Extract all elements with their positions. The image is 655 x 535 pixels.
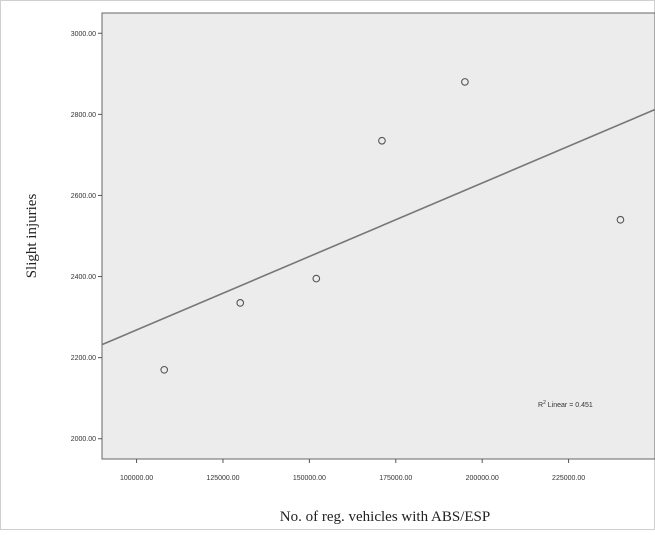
y-tick-label: 2800.00 (71, 112, 96, 119)
y-axis-title: Slight injuries (24, 194, 40, 279)
x-tick-label: 200000.00 (466, 475, 499, 482)
r-squared-annotation: R2 Linear = 0.451 (538, 400, 593, 409)
data-point-6 (616, 215, 625, 224)
r-squared-prefix: R (538, 402, 543, 409)
data-points-layer (160, 78, 625, 374)
x-tick-label: 225000.00 (552, 475, 585, 482)
x-axis-title: No. of reg. vehicles with ABS/ESP (280, 509, 490, 525)
y-tick-label: 2000.00 (71, 436, 96, 443)
fit-line-layer (101, 108, 655, 346)
x-tick-label: 125000.00 (206, 475, 239, 482)
data-point-2 (236, 299, 245, 307)
data-point-1 (160, 365, 169, 374)
y-tick-label: 2600.00 (71, 193, 96, 200)
x-axis-ticks: 100000.00 125000.00 150000.00 175000.00 2000… (120, 459, 585, 482)
y-tick-label: 2400.00 (71, 274, 96, 281)
x-tick-label: 150000.00 (293, 475, 326, 482)
plot-area (101, 12, 655, 460)
y-tick-label: 3000.00 (71, 31, 96, 38)
data-point-5 (461, 78, 469, 86)
y-axis-ticks: 2000.00 2200.00 2400.00 2600.00 2800.00 3000.… (71, 31, 102, 443)
r-squared-text: Linear = 0.451 (546, 402, 593, 409)
data-point-4 (378, 136, 386, 145)
r-squared-superscript: 2 (543, 400, 546, 406)
fit-line (101, 108, 655, 346)
data-point-3 (312, 274, 321, 283)
x-tick-label: 175000.00 (379, 475, 412, 482)
x-tick-label: 100000.00 (120, 475, 153, 482)
y-tick-label: 2200.00 (71, 355, 96, 362)
